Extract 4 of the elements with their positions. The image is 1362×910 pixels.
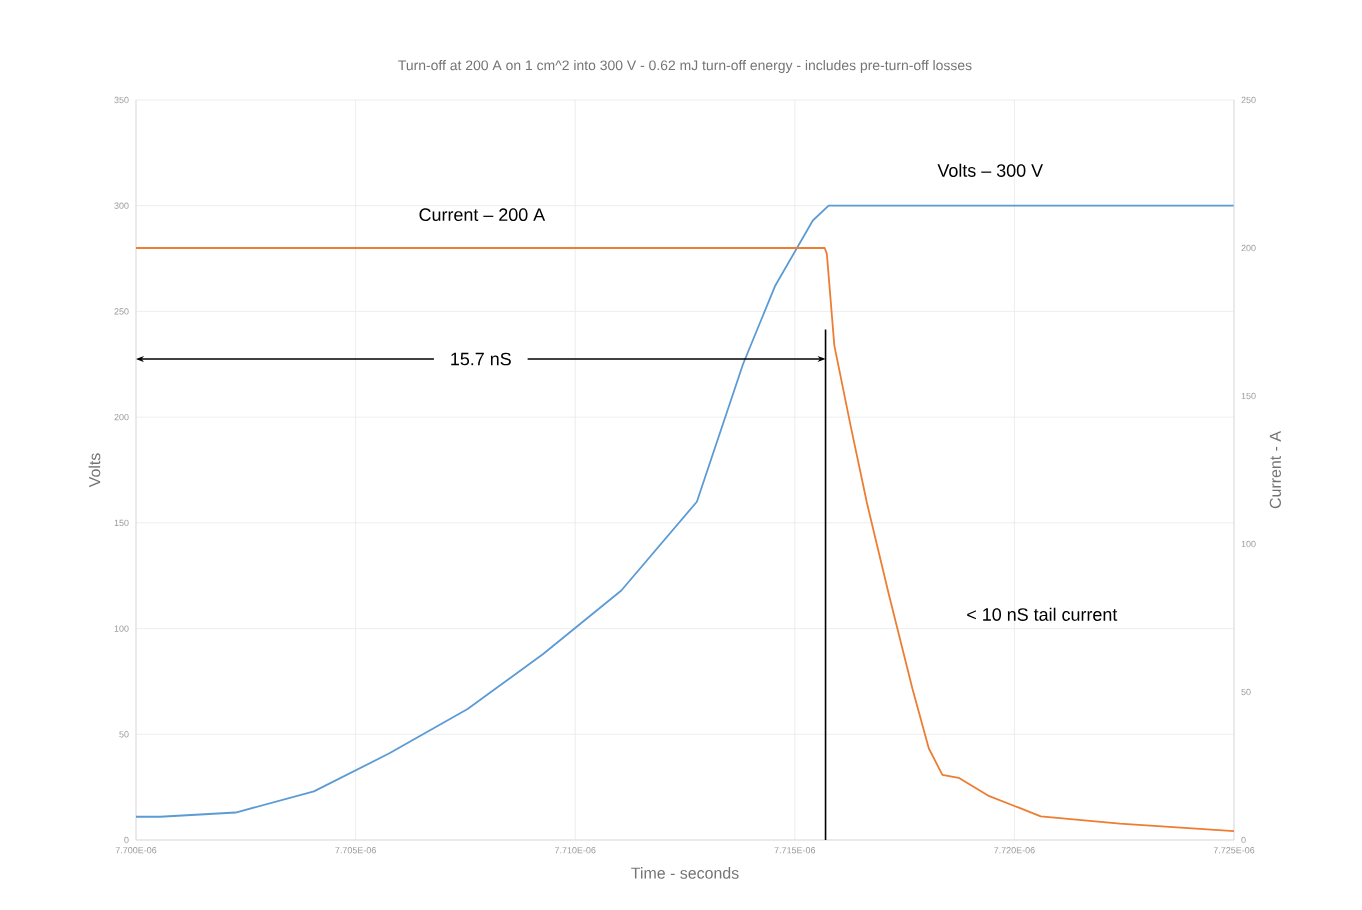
annotation: < 10 nS tail current	[967, 607, 1118, 621]
ref-line-label: 15.7 nS	[451, 352, 511, 366]
annotation: Volts – 300 V	[937, 163, 1043, 177]
annotation: Current – 200 A	[419, 208, 546, 222]
